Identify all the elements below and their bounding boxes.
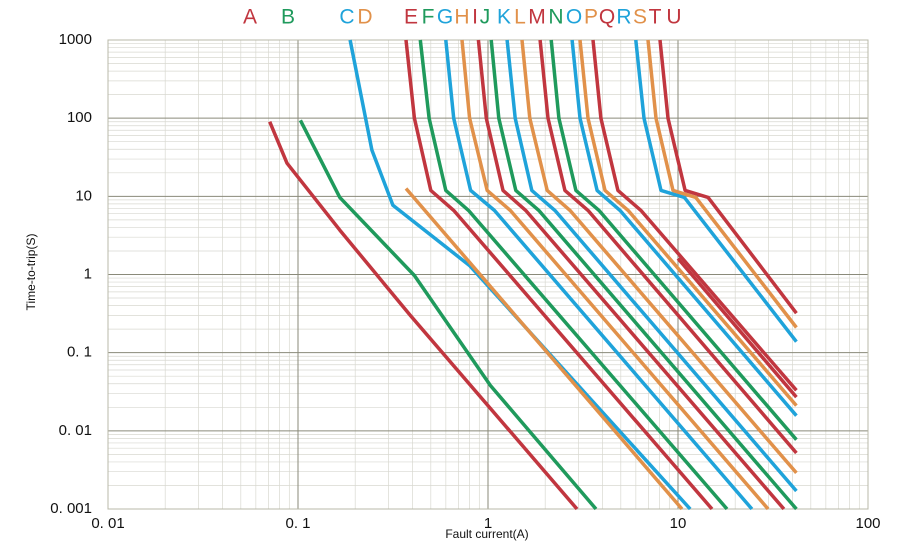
y-tick-label: 0. 01 bbox=[59, 422, 92, 439]
legend-label: H bbox=[454, 6, 469, 29]
legend-label: S bbox=[633, 6, 647, 29]
series-line bbox=[570, 39, 798, 417]
x-tick-label: 0. 1 bbox=[285, 515, 310, 532]
legend-label: D bbox=[357, 6, 372, 29]
y-tick-label: 10 bbox=[75, 187, 92, 204]
legend-label: M bbox=[528, 6, 546, 29]
y-tick-label: 1000 bbox=[59, 31, 92, 48]
series-line bbox=[404, 39, 714, 511]
y-tick-label: 100 bbox=[67, 109, 92, 126]
legend-label: U bbox=[666, 6, 681, 29]
series-line bbox=[444, 39, 754, 511]
series-line bbox=[520, 39, 798, 475]
series-line bbox=[489, 39, 798, 511]
legend-label: P bbox=[584, 6, 598, 29]
legend-label: G bbox=[437, 6, 453, 29]
legend-label: R bbox=[616, 6, 631, 29]
series-line bbox=[634, 39, 798, 343]
legend-label: F bbox=[422, 6, 435, 29]
legend-label: T bbox=[649, 6, 662, 29]
x-tick-label: 0. 01 bbox=[91, 515, 124, 532]
series-line bbox=[476, 39, 786, 511]
series-line bbox=[298, 119, 598, 511]
x-axis-label: Fault current(A) bbox=[445, 527, 528, 541]
series-line bbox=[578, 39, 798, 407]
series-line bbox=[549, 39, 798, 441]
series-line bbox=[460, 39, 770, 511]
y-axis-label: Time-to-trip(S) bbox=[24, 234, 38, 311]
legend-label: E bbox=[404, 6, 418, 29]
legend-label: N bbox=[548, 6, 563, 29]
series-line bbox=[418, 39, 729, 511]
series-line bbox=[505, 39, 798, 493]
series-line bbox=[404, 187, 684, 511]
legend-label: I bbox=[472, 6, 478, 29]
legend-label: K bbox=[497, 6, 511, 29]
series-line bbox=[591, 39, 798, 392]
series-line bbox=[646, 39, 798, 329]
legend-label: O bbox=[566, 6, 582, 29]
series-line bbox=[268, 121, 579, 511]
x-tick-label: 10 bbox=[670, 515, 687, 532]
series-line bbox=[658, 39, 798, 315]
y-tick-label: 0. 001 bbox=[50, 500, 92, 517]
legend-label: C bbox=[339, 6, 354, 29]
x-tick-label: 100 bbox=[855, 515, 880, 532]
legend-label: L bbox=[514, 6, 526, 29]
series-line bbox=[538, 39, 798, 455]
x-tick-label: 1 bbox=[484, 515, 492, 532]
y-tick-label: 0. 1 bbox=[67, 344, 92, 361]
series-line bbox=[676, 257, 798, 399]
legend-label: Q bbox=[599, 6, 615, 29]
legend-label: B bbox=[281, 6, 295, 29]
y-tick-label: 1 bbox=[84, 265, 92, 282]
legend-label: A bbox=[243, 6, 257, 29]
legend-label: J bbox=[480, 6, 491, 29]
plot-frame bbox=[107, 39, 869, 510]
